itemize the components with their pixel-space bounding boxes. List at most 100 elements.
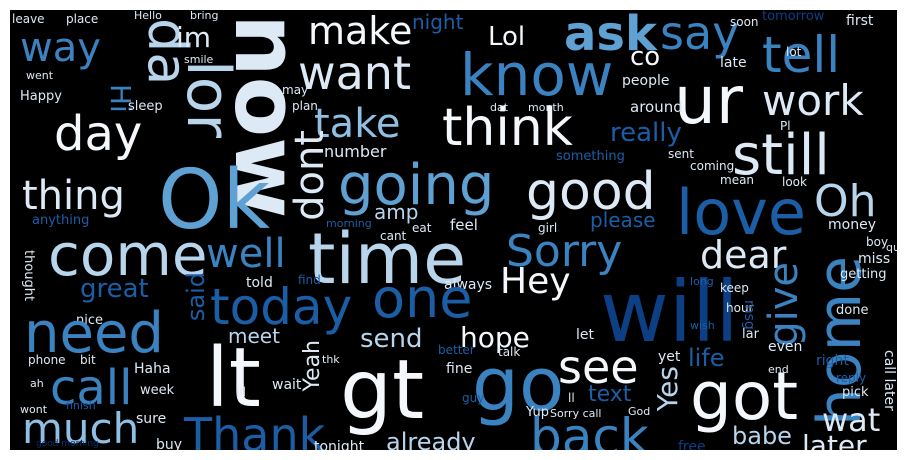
word-thing: thing	[22, 173, 125, 219]
word-keep: keep	[720, 281, 749, 295]
word-love: love	[676, 176, 806, 249]
word-will: will	[600, 263, 739, 361]
word-thank: Thank	[184, 408, 326, 450]
word-call: call	[50, 360, 133, 416]
word-ur: ur	[674, 62, 743, 139]
word-come: come	[48, 221, 208, 289]
word-going: going	[338, 153, 495, 218]
word-hope: hope	[460, 321, 530, 354]
word-need: need	[24, 301, 164, 366]
word-look: look	[782, 175, 807, 189]
word-even: even	[768, 339, 803, 355]
word-really: really	[610, 118, 682, 148]
word-people: people	[622, 73, 670, 89]
word-yup: Yup	[526, 405, 549, 420]
word-sent: sent	[668, 147, 694, 161]
word-said: said	[182, 272, 210, 322]
word-thk: thk	[322, 353, 340, 366]
word-good-morning: good morning	[36, 439, 99, 449]
word-phone: phone	[28, 353, 66, 367]
word-place: place	[66, 12, 99, 26]
word-wait: wait	[272, 377, 302, 393]
word-sleep: sleep	[128, 99, 163, 114]
word-yes: Yes	[651, 366, 684, 412]
word-end: end	[768, 363, 789, 376]
word-wat: wat	[822, 401, 881, 439]
word-told: told	[246, 275, 273, 291]
word-sure: sure	[136, 411, 167, 427]
word-went: went	[26, 69, 54, 82]
word-pl: Pl	[780, 119, 791, 133]
word-life: life	[688, 344, 725, 372]
word-guy: guy	[462, 391, 485, 405]
word-pick: pick	[842, 385, 869, 400]
word-make: make	[308, 10, 413, 53]
word-please: please	[590, 208, 656, 232]
word-gt: gt	[340, 343, 425, 438]
word-hello: Hello	[134, 10, 162, 22]
word-well: well	[206, 231, 286, 277]
word-still: still	[732, 123, 830, 188]
word-back: back	[530, 408, 649, 450]
word-quite: quite	[886, 241, 897, 254]
word-go: go	[472, 342, 565, 428]
word-leave: leave	[12, 12, 45, 26]
word-much: much	[22, 404, 140, 450]
word-morning: morning	[326, 217, 372, 230]
word-find: find	[298, 273, 321, 287]
word-fine: fine	[446, 361, 473, 377]
word-good: good	[526, 162, 656, 222]
word-finish: finish	[66, 399, 96, 412]
word-ill: ill	[236, 385, 247, 399]
word-work: work	[762, 76, 864, 125]
word-time: time	[308, 218, 467, 300]
word-way: way	[20, 25, 101, 71]
word-see: see	[558, 340, 639, 394]
word-tonight: tonight	[314, 439, 365, 450]
word-hour: hour	[726, 301, 754, 315]
word-god: God	[628, 405, 651, 418]
word-soon: soon	[730, 15, 759, 29]
word-send: send	[360, 324, 423, 354]
word-one: one	[372, 267, 473, 330]
word-tomorrow: tomorrow	[762, 10, 825, 24]
word-late: late	[720, 55, 747, 71]
word-something: something	[556, 149, 625, 164]
word-sorry-call: Sorry call	[550, 407, 602, 420]
word-amp: amp	[374, 200, 419, 224]
word-miss: miss	[858, 251, 891, 267]
word-always: always	[444, 277, 493, 293]
word-number: number	[324, 142, 387, 161]
word-babe: babe	[732, 422, 792, 450]
word-cant: cant	[380, 229, 407, 243]
word-month: month	[528, 101, 564, 114]
word-think: think	[442, 98, 573, 158]
word-dat: dat	[490, 101, 509, 114]
word-girl: girl	[538, 221, 558, 235]
word-wish: wish	[690, 319, 715, 332]
word-know: know	[460, 41, 614, 109]
word-ask: ask	[564, 10, 657, 62]
word-cloud: leave place Hello bring now make night a…	[10, 10, 897, 450]
word-lor: lor	[173, 60, 243, 139]
word-getting: getting	[840, 267, 887, 282]
word-night: night	[412, 10, 464, 34]
word-eat: eat	[412, 221, 432, 235]
word-want: want	[298, 46, 412, 100]
word-lt: lt	[206, 331, 261, 426]
word-text: text	[588, 382, 632, 407]
word-around: around	[630, 98, 683, 116]
word-haha: Haha	[134, 361, 171, 377]
word-let: let	[576, 327, 594, 343]
word-call-later: call later	[881, 350, 897, 411]
word-day: day	[54, 106, 143, 162]
word-take: take	[314, 101, 401, 147]
word-ok: Ok	[158, 153, 271, 248]
word-great: great	[80, 274, 149, 304]
word-ah: ah	[30, 377, 44, 390]
word-msg: msg	[741, 300, 757, 330]
word-buy: buy	[156, 437, 183, 450]
word-feel: feel	[450, 216, 478, 234]
word-im: im	[176, 21, 212, 54]
word-done: done	[836, 303, 869, 318]
